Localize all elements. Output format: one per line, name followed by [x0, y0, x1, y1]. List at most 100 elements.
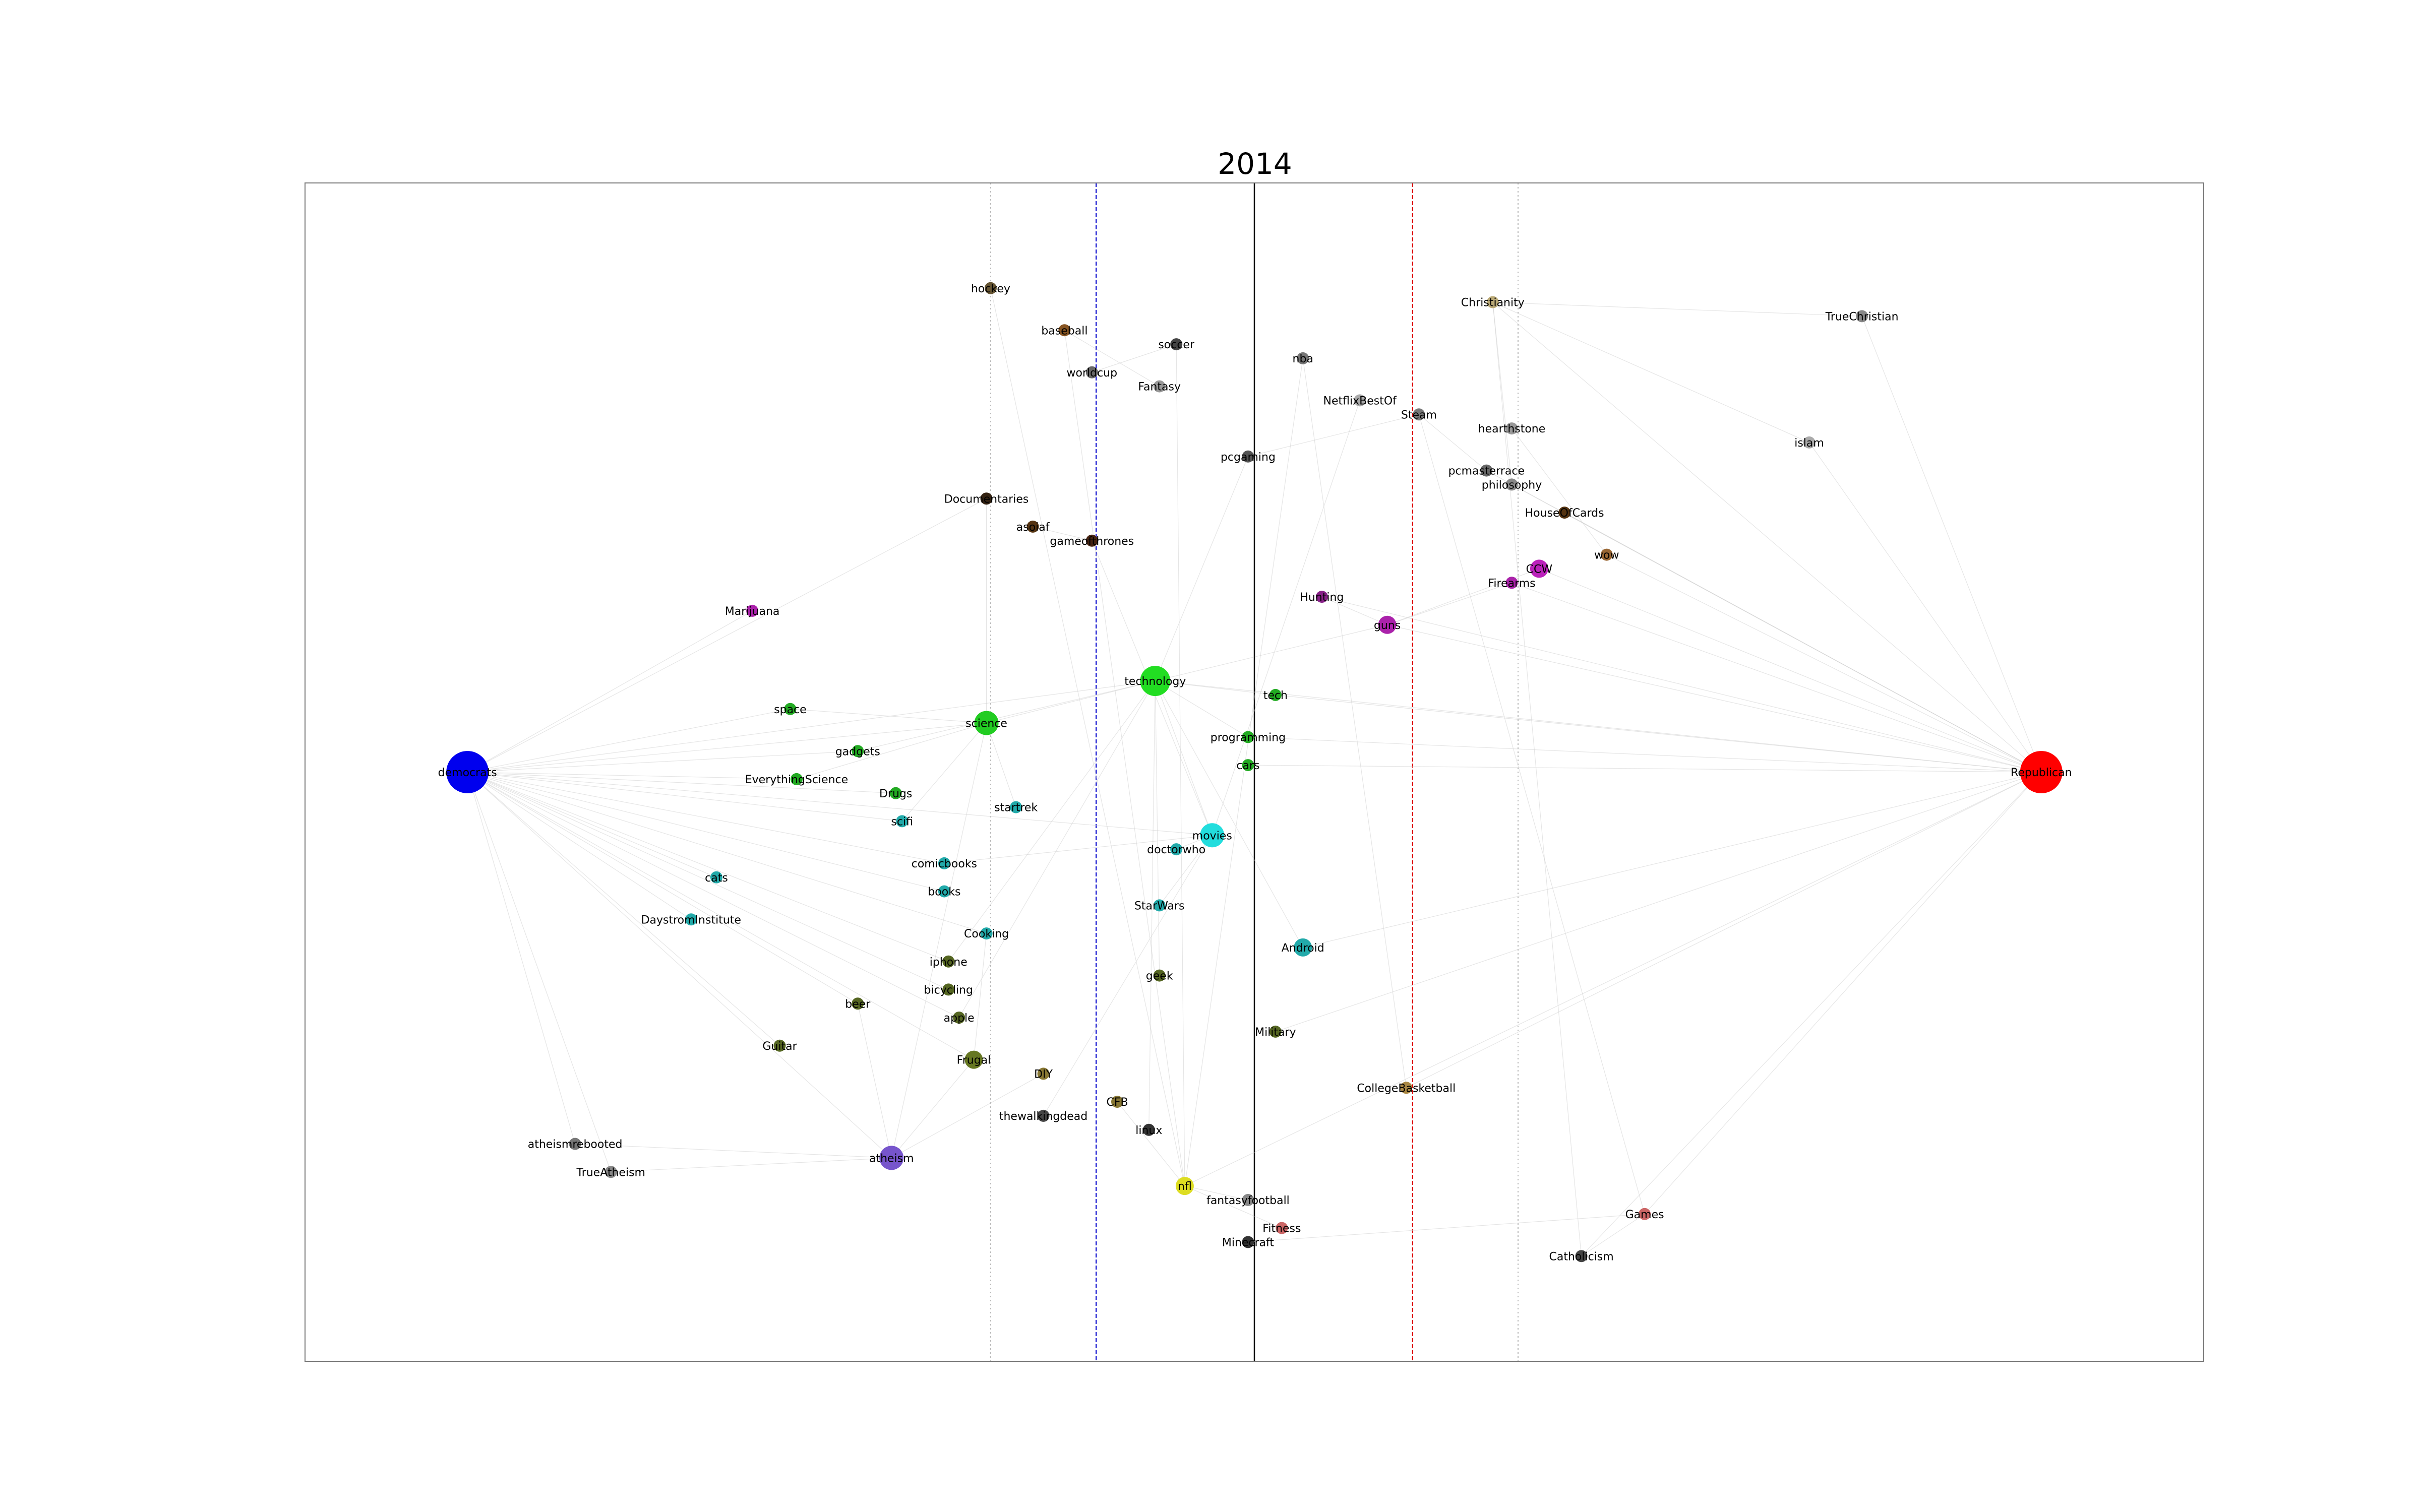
edge-steam-pcmasterrace — [1419, 414, 1487, 471]
node-truechristian — [1856, 310, 1868, 323]
node-label-scifi: scifi — [891, 815, 913, 828]
edge-atheism-beer — [857, 1003, 892, 1158]
node-android — [1294, 938, 1312, 957]
edge-science-space — [790, 709, 987, 724]
node-comicbooks — [938, 857, 950, 869]
node-label-technology: technology — [1124, 675, 1186, 688]
node-label-books: books — [928, 886, 960, 899]
reference-lines — [990, 183, 1519, 1361]
node-label-baseball: baseball — [1041, 325, 1087, 337]
edge-soccer-worldcup — [1092, 344, 1177, 373]
node-label-hockey: hockey — [971, 283, 1010, 295]
edge-hearthstone-wow — [1511, 428, 1607, 555]
node-label-tech: tech — [1263, 689, 1288, 702]
node-asoiaf — [1026, 520, 1039, 533]
node-cfb — [1111, 1096, 1124, 1108]
node-christianity — [1486, 296, 1499, 308]
node-apple — [953, 1012, 965, 1024]
edge-democrats-apple — [467, 772, 959, 1018]
edge-christianity-catholicism — [1492, 302, 1582, 1256]
node-catholicism — [1575, 1250, 1588, 1263]
node-label-catholicism: Catholicism — [1549, 1250, 1613, 1263]
edge-movies-netflixbestof — [1212, 400, 1360, 836]
edge-republican-wow — [1606, 554, 2042, 773]
node-label-iphone: iphone — [930, 956, 967, 969]
edge-christianity-philosophy — [1492, 302, 1512, 485]
edge-democrats-space — [467, 709, 791, 773]
node-trueatheism — [604, 1166, 617, 1178]
node-label-doctorwho: doctorwho — [1147, 844, 1205, 856]
node-steam — [1413, 408, 1425, 421]
edge-republican-games — [1644, 772, 2042, 1215]
edge-nfl-fantasyfootball — [1184, 1185, 1248, 1201]
node-label-diy: DIY — [1034, 1068, 1053, 1081]
edge-steam-pcgaming — [1248, 414, 1419, 457]
node-books — [938, 885, 950, 898]
edge-fantasy-baseball — [1064, 330, 1160, 387]
node-drugs — [889, 787, 902, 799]
edge-technology-android — [1155, 680, 1303, 948]
node-firearms — [1505, 577, 1518, 589]
node-label-ccw: CCW — [1526, 563, 1553, 576]
node-label-beer: beer — [845, 998, 871, 1011]
node-gadgets — [852, 745, 864, 758]
edge-layer — [467, 288, 2042, 1256]
node-military — [1269, 1025, 1282, 1038]
node-atheism — [879, 1146, 904, 1170]
edge-science-atheism — [891, 723, 987, 1158]
edge-republican-hunting — [1321, 596, 2041, 773]
edge-democrats-technology — [467, 680, 1156, 773]
node-pcmasterrace — [1480, 464, 1493, 477]
node-label-frugal: Frugal — [957, 1054, 991, 1067]
node-gameofthrones — [1085, 534, 1098, 547]
node-frugal — [964, 1050, 983, 1069]
node-label-fitness: Fitness — [1262, 1223, 1301, 1235]
node-label-apple: apple — [944, 1012, 975, 1025]
node-ccw — [1530, 559, 1548, 578]
node-fitness — [1276, 1222, 1288, 1234]
node-label-atheismrebooted: atheismrebooted — [528, 1139, 623, 1151]
node-hockey — [984, 282, 997, 294]
edge-asoiaf-gameofthrones — [1033, 526, 1092, 541]
edge-democrats-science — [467, 722, 987, 773]
node-nba — [1297, 352, 1309, 364]
node-label-fantasyfootball: fantasyfootball — [1206, 1194, 1290, 1207]
edge-steam-games — [1418, 414, 1645, 1214]
edge-games-catholicism — [1581, 1214, 1645, 1256]
node-minecraft — [1242, 1236, 1254, 1248]
edge-democrats-comicbooks — [467, 772, 944, 864]
node-label-nba: nba — [1293, 353, 1313, 365]
edge-democrats-frugal — [467, 772, 974, 1060]
edge-democrats-iphone — [467, 772, 949, 962]
node-guitar — [773, 1039, 786, 1052]
edge-republican-military — [1275, 772, 2041, 1032]
edge-democrats-documentaries — [467, 498, 987, 773]
node-label-worldcup: worldcup — [1067, 367, 1118, 380]
node-beer — [852, 997, 864, 1010]
node-label-gadgets: gadgets — [835, 745, 880, 758]
edge-republican-truechristian — [1861, 316, 2042, 773]
node-label-cats: cats — [705, 872, 728, 885]
edge-science-everythingscience — [796, 723, 987, 780]
node-atheismrebooted — [569, 1138, 581, 1150]
node-label-soccer: soccer — [1158, 339, 1195, 351]
node-label-firearms: Firearms — [1488, 577, 1535, 590]
node-netflixbestof — [1354, 394, 1366, 407]
edge-atheism-trueatheism — [611, 1157, 892, 1172]
edge-technology-gadgets — [858, 680, 1156, 751]
edge-nfl-soccer — [1176, 344, 1185, 1186]
node-label-cooking: Cooking — [964, 928, 1009, 940]
node-label-programming: programming — [1211, 731, 1286, 744]
edge-nfl-nba — [1184, 358, 1303, 1186]
edge-republican-christianity — [1492, 302, 2042, 773]
node-linux — [1142, 1123, 1155, 1136]
node-doctorwho — [1170, 843, 1183, 856]
edge-technology-guns — [1155, 624, 1387, 681]
edge-democrats-books — [467, 772, 945, 892]
node-label-fantasy: Fantasy — [1138, 381, 1181, 394]
node-label-gameofthrones: gameofthrones — [1050, 535, 1134, 548]
edge-technology-iphone — [948, 680, 1156, 962]
edge-technology-apple — [958, 680, 1156, 1018]
node-fantasy — [1153, 380, 1166, 393]
edge-minecraft-games — [1248, 1214, 1645, 1243]
